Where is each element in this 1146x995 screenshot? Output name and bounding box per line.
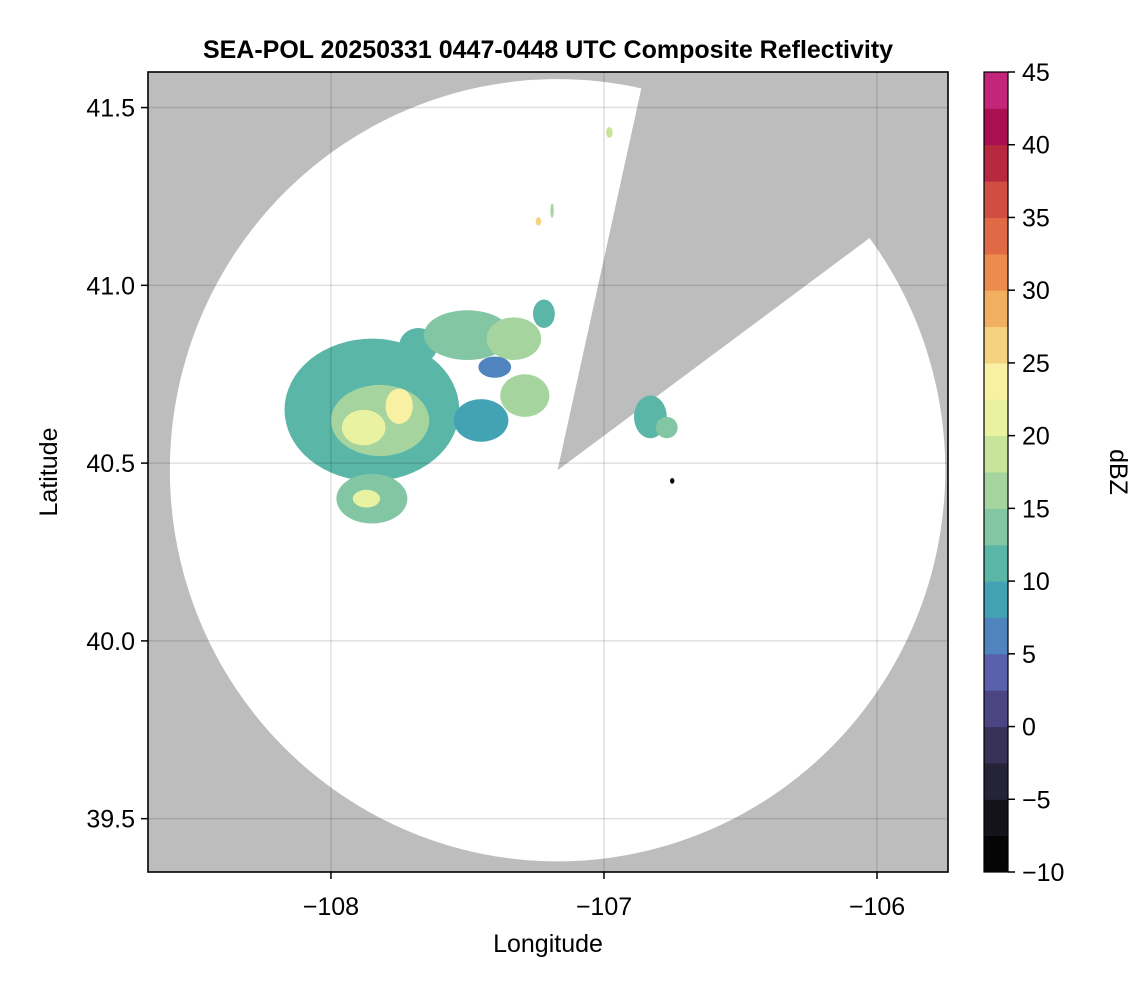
colorbar-bin [984,544,1008,582]
colorbar-bin [984,108,1008,146]
echo-cell [655,416,678,439]
echo-cell [532,299,555,328]
colorbar-bin [984,217,1008,255]
colorbar-tick-label: 35 [1022,204,1050,232]
colorbar-bin [984,799,1008,837]
colorbar-bin [984,144,1008,182]
x-tick-label: −106 [849,893,905,921]
colorbar-tick-label: 10 [1022,568,1050,596]
colorbar-bin [984,181,1008,218]
echo-cell [478,356,512,378]
colorbar-tick-label: 30 [1022,277,1050,305]
colorbar-tick-label: 45 [1022,59,1050,87]
plot-frame [147,71,949,873]
colorbar-bin [984,835,1008,873]
colorbar-tick-label: 20 [1022,423,1050,451]
colorbar-bin [984,581,1008,618]
y-tick-label: 39.5 [86,806,135,834]
x-tick-label: −107 [576,893,632,921]
y-tick-label: 41.0 [86,272,135,300]
colorbar-tick-label: 25 [1022,350,1050,378]
echo-cell [352,489,381,508]
x-tick-label: −108 [303,893,359,921]
colorbar-bin [984,290,1008,328]
colorbar-bin [984,326,1008,364]
colorbar-bin [984,762,1008,800]
colorbar-bin [984,726,1008,764]
echo-cell [606,127,613,138]
echo-cell [486,317,542,360]
y-axis-ticks: 39.5 40.0 40.5 41.0 41.5 [86,95,148,834]
x-axis-ticks: −108 −107 −106 [303,872,905,921]
colorbar-bin [984,399,1008,437]
colorbar-tick-label: 40 [1022,132,1050,160]
colorbar-bin [984,435,1008,473]
echo-cell [341,409,386,446]
echo-cell [500,374,550,417]
y-axis-label: Latitude [35,428,63,517]
colorbar-bin [984,362,1008,400]
chart-title: SEA-POL 20250331 0447-0448 UTC Composite… [203,36,893,64]
colorbar-bin [984,653,1008,691]
colorbar-bin [984,72,1008,109]
echo-cell [385,388,413,424]
colorbar-bin [984,690,1008,728]
y-tick-label: 41.5 [86,95,135,123]
echo-cell [535,217,542,226]
colorbar-bin [984,617,1008,655]
echo-cell [453,399,509,442]
colorbar-tick-label: 5 [1022,641,1036,669]
colorbar-frame [983,71,1009,873]
radar-coverage-layer [169,72,948,862]
y-tick-label: 40.5 [86,450,135,478]
blocked-sector [557,72,948,471]
colorbar: −10 −5 0 5 10 15 20 25 30 35 40 45 [983,59,1064,887]
colorbar-bin [984,472,1008,509]
echo-cell [550,203,554,218]
colorbar-tick-label: −5 [1022,786,1051,814]
colorbar-tick-label: 0 [1022,714,1036,742]
colorbar-tick-label: 15 [1022,495,1050,523]
colorbar-tick-label: −10 [1022,859,1064,887]
y-tick-label: 40.0 [86,628,135,656]
colorbar-label: dBZ [1104,449,1132,495]
echo-layer [284,127,678,524]
x-axis-label: Longitude [493,930,603,958]
colorbar-bin [984,508,1008,546]
grid-layer [148,72,948,872]
echo-cell [670,478,675,484]
colorbar-bin [984,253,1008,291]
plot-area [148,72,948,872]
